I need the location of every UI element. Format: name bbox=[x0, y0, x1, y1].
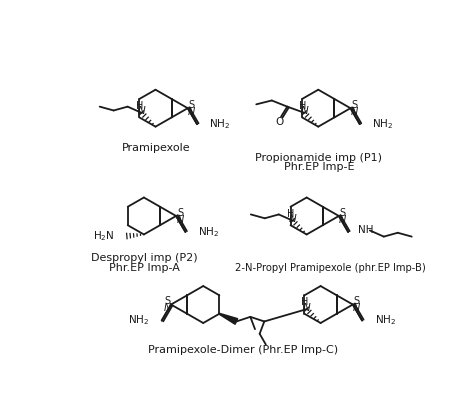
Text: N: N bbox=[353, 304, 360, 313]
Text: N: N bbox=[303, 303, 310, 313]
Text: N: N bbox=[289, 214, 297, 224]
Text: N: N bbox=[164, 304, 171, 313]
Text: H$_2$N: H$_2$N bbox=[93, 229, 114, 243]
Text: H: H bbox=[137, 101, 144, 111]
Text: N: N bbox=[351, 107, 358, 117]
Text: S: S bbox=[340, 208, 346, 218]
Text: S: S bbox=[354, 296, 360, 306]
Text: S: S bbox=[351, 100, 357, 110]
Text: Propionamide imp (P1): Propionamide imp (P1) bbox=[255, 153, 383, 163]
Text: NH$_2$: NH$_2$ bbox=[374, 314, 396, 328]
Text: Despropyl imp (P2): Despropyl imp (P2) bbox=[91, 253, 198, 263]
Text: S: S bbox=[177, 208, 183, 218]
Text: H: H bbox=[299, 101, 307, 111]
Text: N: N bbox=[137, 106, 146, 116]
Polygon shape bbox=[219, 313, 237, 324]
Text: O: O bbox=[275, 117, 283, 127]
Text: Pramipexole: Pramipexole bbox=[122, 143, 191, 153]
Text: Phr.EP Imp-E: Phr.EP Imp-E bbox=[283, 162, 354, 172]
Text: NH$_2$: NH$_2$ bbox=[372, 117, 393, 131]
Text: N: N bbox=[188, 107, 195, 117]
Text: S: S bbox=[189, 100, 195, 110]
Text: S: S bbox=[164, 296, 170, 306]
Text: N: N bbox=[339, 215, 346, 225]
Text: H: H bbox=[301, 297, 309, 307]
Text: NH$_2$: NH$_2$ bbox=[128, 314, 149, 328]
Text: Phr.EP Imp-A: Phr.EP Imp-A bbox=[109, 263, 180, 273]
Text: N: N bbox=[301, 106, 308, 116]
Text: NH$_2$: NH$_2$ bbox=[198, 225, 219, 239]
Text: N: N bbox=[176, 215, 183, 225]
Text: NH$_2$: NH$_2$ bbox=[210, 117, 230, 131]
Text: NH: NH bbox=[358, 225, 374, 235]
Text: Pramipexole-Dimer (Phr.EP Imp-C): Pramipexole-Dimer (Phr.EP Imp-C) bbox=[148, 345, 338, 355]
Text: H: H bbox=[287, 209, 295, 219]
Text: 2-N-Propyl Pramipexole (phr.EP Imp-B): 2-N-Propyl Pramipexole (phr.EP Imp-B) bbox=[235, 263, 426, 273]
